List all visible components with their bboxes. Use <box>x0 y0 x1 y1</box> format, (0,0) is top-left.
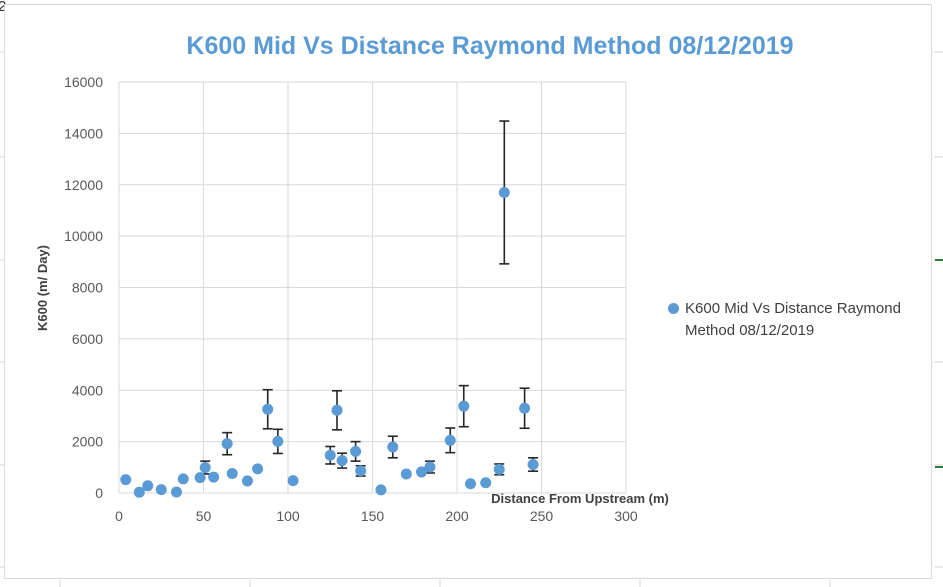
x-tick-label: 0 <box>115 508 123 524</box>
y-axis-ticks: 0 2000 4000 6000 8000 10000 12000 14000 16000 <box>64 74 103 501</box>
data-point[interactable] <box>480 477 492 489</box>
data-point[interactable] <box>133 486 145 498</box>
data-point[interactable] <box>241 475 253 487</box>
x-tick-label: 100 <box>276 508 300 524</box>
data-point[interactable] <box>208 471 220 483</box>
data-point[interactable] <box>519 402 531 414</box>
legend-marker-icon <box>668 303 679 314</box>
data-point[interactable] <box>458 400 470 412</box>
gridlines <box>118 81 627 494</box>
x-tick-label: 250 <box>530 508 554 524</box>
data-point[interactable] <box>287 475 299 487</box>
data-point[interactable] <box>416 466 428 478</box>
data-point[interactable] <box>177 473 189 485</box>
data-point[interactable] <box>170 486 182 498</box>
data-point[interactable] <box>262 403 274 415</box>
data-point[interactable] <box>155 484 167 496</box>
data-point[interactable] <box>527 458 539 470</box>
data-point[interactable] <box>424 461 436 473</box>
y-tick-label: 14000 <box>64 125 103 141</box>
x-tick-label: 200 <box>445 508 469 524</box>
legend[interactable]: K600 Mid Vs Distance Raymond Method 08/1… <box>668 298 930 342</box>
y-tick-label: 6000 <box>72 331 103 347</box>
chart-title: K600 Mid Vs Distance Raymond Method 08/1… <box>186 32 794 60</box>
x-axis-title: Distance From Upstream (m) <box>491 491 669 506</box>
x-tick-label: 300 <box>614 508 638 524</box>
cell-border-mark <box>935 259 943 261</box>
y-tick-label: 2000 <box>72 434 103 450</box>
y-tick-label: 8000 <box>72 280 103 296</box>
legend-label: K600 Mid Vs Distance Raymond Method 08/1… <box>685 300 901 339</box>
data-point[interactable] <box>272 435 284 447</box>
data-point[interactable] <box>120 474 132 486</box>
data-point[interactable] <box>336 455 348 467</box>
error-bars <box>200 120 539 477</box>
y-tick-label: 16000 <box>64 74 103 90</box>
y-tick-label: 0 <box>95 485 103 501</box>
data-point[interactable] <box>331 404 343 416</box>
data-point[interactable] <box>226 467 238 479</box>
y-tick-label: 4000 <box>72 382 103 398</box>
data-point[interactable] <box>252 463 264 475</box>
data-point[interactable] <box>350 445 362 457</box>
data-point[interactable] <box>465 478 477 490</box>
y-tick-label: 12000 <box>64 177 103 193</box>
cell-border-mark <box>935 466 943 468</box>
cell-fragment: 2 <box>0 0 6 15</box>
data-point[interactable] <box>355 465 367 477</box>
data-point[interactable] <box>493 463 505 475</box>
x-tick-label: 50 <box>196 508 212 524</box>
data-point[interactable] <box>375 484 387 496</box>
data-point[interactable] <box>142 480 154 492</box>
x-axis-ticks: 0 50 100 150 200 250 300 <box>115 508 638 524</box>
data-point[interactable] <box>498 186 510 198</box>
data-point[interactable] <box>387 441 399 453</box>
data-point[interactable] <box>221 438 233 450</box>
data-point[interactable] <box>324 449 336 461</box>
x-tick-label: 150 <box>361 508 385 524</box>
y-tick-label: 10000 <box>64 228 103 244</box>
data-point[interactable] <box>444 434 456 446</box>
data-point[interactable] <box>400 468 412 480</box>
data-points <box>120 186 539 498</box>
y-axis-title: K600 (m/ Day) <box>35 245 50 331</box>
data-point[interactable] <box>194 472 206 484</box>
data-point[interactable] <box>199 462 211 474</box>
